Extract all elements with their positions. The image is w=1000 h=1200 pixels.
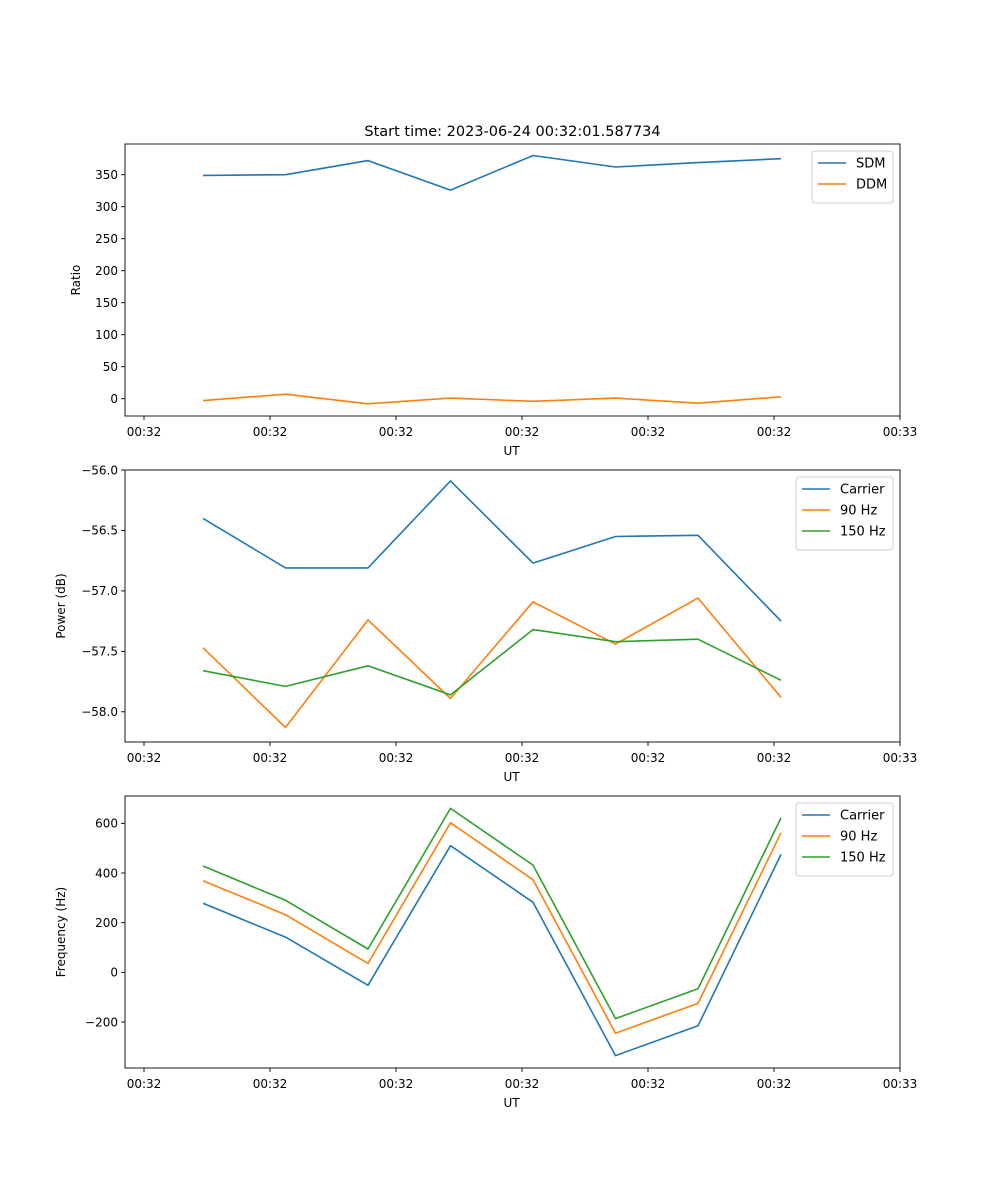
y-tick-label: 150 [95, 296, 118, 310]
y-tick-label: 100 [95, 328, 118, 342]
series-line-ddm [202, 393, 782, 405]
y-tick-label: −58.0 [81, 705, 118, 719]
plot-frame [124, 143, 901, 417]
x-tick-label: 00:32 [757, 425, 792, 439]
x-tick-label: 00:32 [631, 425, 666, 439]
legend: Carrier 90 Hz 150 Hz [795, 476, 894, 551]
y-tick-label: 200 [95, 264, 118, 278]
x-tick-label: 00:33 [883, 425, 918, 439]
x-axis-label: UT [503, 1096, 520, 1110]
x-tick-label: 00:32 [505, 751, 540, 765]
legend-label: Carrier [840, 483, 885, 498]
plot-frame [124, 469, 901, 743]
y-tick-label: 350 [95, 168, 118, 182]
y-axis-label: Frequency (Hz) [54, 887, 68, 978]
chart-title: Start time: 2023-06-24 00:32:01.587734 [364, 124, 660, 140]
y-tick-label: 0 [110, 392, 118, 406]
x-tick-label: 00:32 [127, 751, 162, 765]
y-tick-label: 250 [95, 232, 118, 246]
y-tick-label: 200 [95, 916, 118, 930]
y-tick-label: 0 [110, 966, 118, 980]
y-tick-label: 600 [95, 817, 118, 831]
x-tick-label: 00:32 [757, 1077, 792, 1091]
x-tick-label: 00:32 [127, 425, 162, 439]
x-axis-label: UT [503, 444, 520, 458]
chart-panel-3: −200 0 200 400 600 00:32 00:32 00:32 00:32 00:32 0… [54, 795, 918, 1110]
x-tick-label: 00:32 [379, 1077, 414, 1091]
x-tick-label: 00:32 [505, 425, 540, 439]
series-line-carrier [202, 844, 782, 1057]
series-line-90-hz [202, 821, 782, 1034]
y-tick-label: 50 [103, 360, 118, 374]
x-tick-label: 00:33 [883, 751, 918, 765]
x-tick-label: 00:32 [253, 1077, 288, 1091]
x-axis-label: UT [503, 770, 520, 784]
x-tick-label: 00:32 [253, 751, 288, 765]
x-tick-label: 00:33 [883, 1077, 918, 1091]
legend: Carrier 90 Hz 150 Hz [795, 802, 894, 877]
series-line-sdm [202, 154, 782, 191]
x-tick-label: 00:32 [757, 751, 792, 765]
legend-label: 90 Hz [840, 504, 877, 519]
legend-label: 90 Hz [840, 830, 877, 845]
y-tick-label: −57.5 [81, 645, 118, 659]
chart-panel-1: 0 50 100 150 200 250 300 350 00:32 00:32 00:32 00:3… [69, 124, 917, 458]
y-tick-label: −56.0 [81, 463, 118, 477]
x-tick-label: 00:32 [631, 1077, 666, 1091]
series-line-150-hz [202, 807, 782, 1020]
legend-label: 150 Hz [840, 525, 886, 540]
legend-label: 150 Hz [840, 851, 886, 866]
x-tick-label: 00:32 [127, 1077, 162, 1091]
x-tick-label: 00:32 [505, 1077, 540, 1091]
x-tick-label: 00:32 [253, 425, 288, 439]
y-tick-label: −200 [85, 1015, 118, 1029]
series-line-150-hz [202, 628, 782, 696]
y-tick-label: −57.0 [81, 584, 118, 598]
series-line-90-hz [202, 597, 782, 729]
x-tick-label: 00:32 [631, 751, 666, 765]
chart-panel-2: −58.0 −57.5 −57.0 −56.5 −56.0 00:32 00:32 00:32… [54, 463, 917, 784]
y-tick-label: 400 [95, 866, 118, 880]
series-line-carrier [202, 480, 782, 622]
y-tick-label: 300 [95, 200, 118, 214]
legend-label: SDM [856, 157, 885, 172]
y-tick-label: −56.5 [81, 524, 118, 538]
legend-label: Carrier [840, 809, 885, 824]
legend-label: DDM [856, 178, 887, 193]
plot-frame [124, 795, 901, 1069]
y-axis-label: Power (dB) [54, 573, 68, 638]
legend: SDM DDM [811, 150, 894, 204]
legend-box [811, 150, 894, 204]
x-tick-label: 00:32 [379, 751, 414, 765]
x-tick-label: 00:32 [379, 425, 414, 439]
y-axis-label: Ratio [69, 265, 83, 296]
